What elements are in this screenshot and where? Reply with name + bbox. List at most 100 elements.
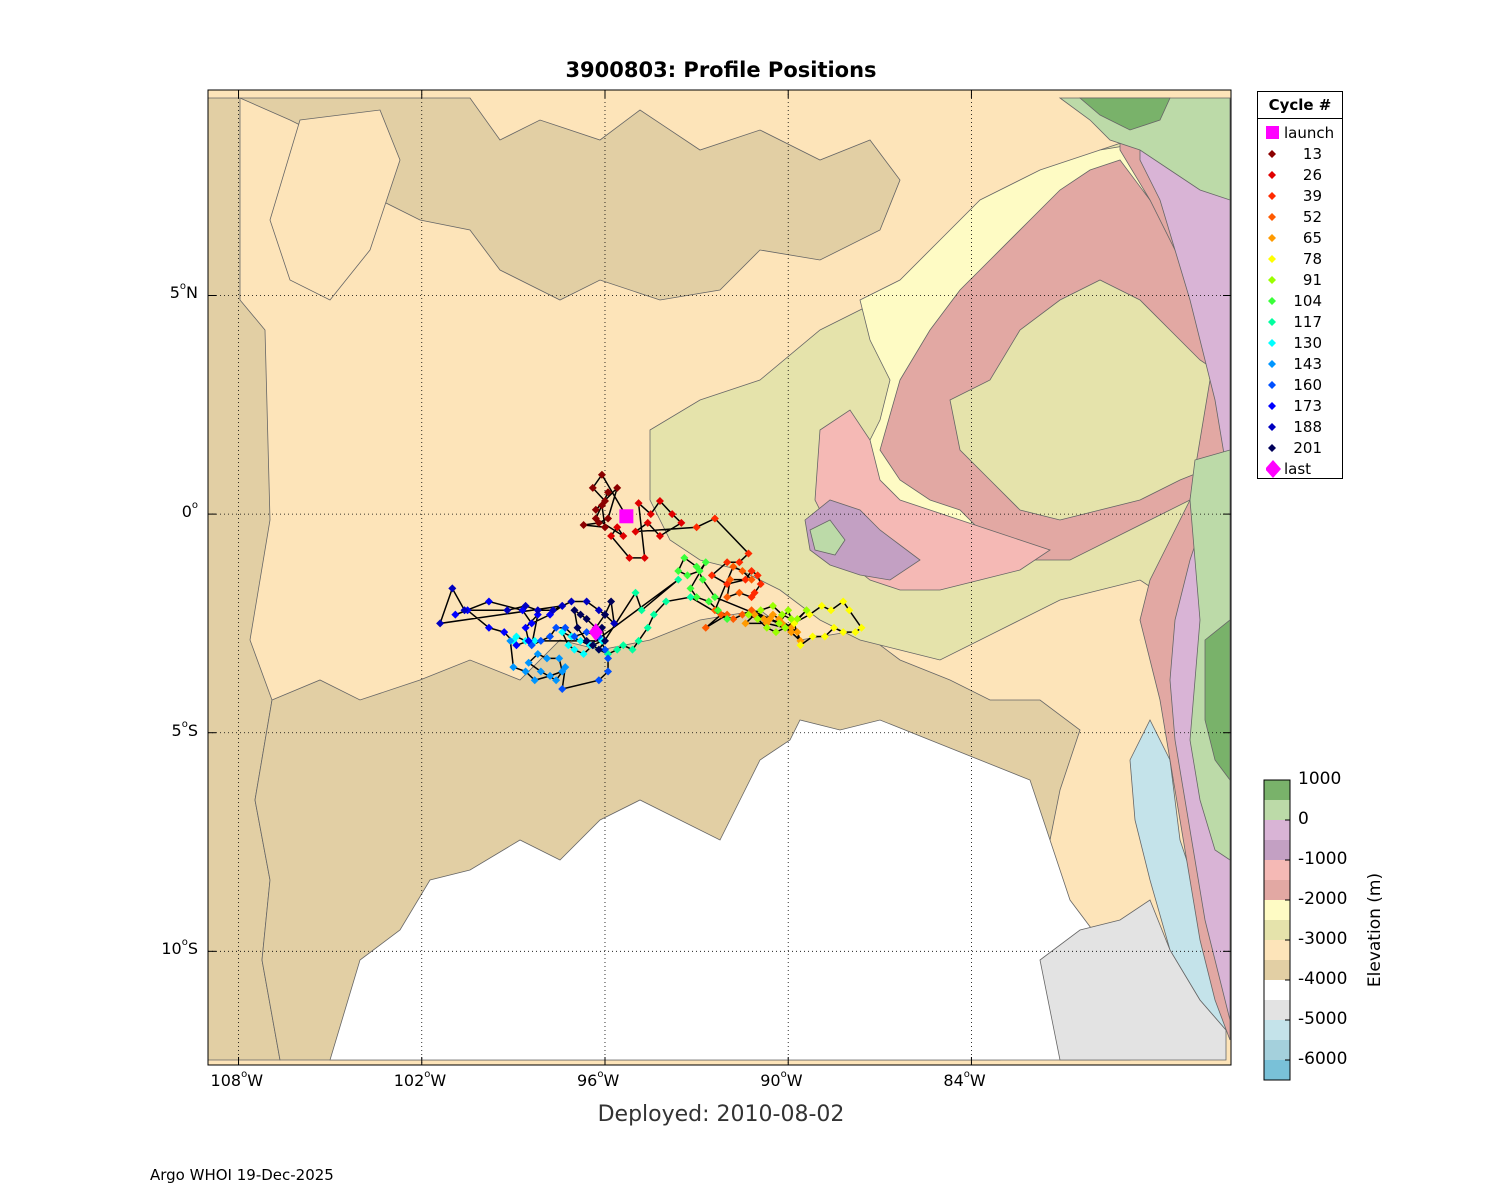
plot-frame xyxy=(207,89,1232,1066)
legend-cycle-label: 173 xyxy=(1293,397,1322,415)
profile-point-104 xyxy=(723,615,732,624)
profile-point-65 xyxy=(793,628,802,637)
profile-point-188 xyxy=(610,619,619,628)
legend-cycle-label: 65 xyxy=(1302,229,1322,247)
legend-cycle-label: 130 xyxy=(1293,334,1322,352)
colorbar-segment xyxy=(1264,980,1290,1000)
profile-point-65 xyxy=(787,628,796,637)
profile-point-201 xyxy=(573,623,582,632)
profile-point-130 xyxy=(576,636,585,645)
profile-point-201 xyxy=(594,645,603,654)
bathy-deep-central-north xyxy=(239,97,901,301)
footer-credit: Argo WHOI 19-Dec-2025 xyxy=(150,1166,334,1184)
profile-point-173 xyxy=(533,610,542,619)
profile-point-188 xyxy=(594,606,603,615)
profile-point-13 xyxy=(600,523,609,532)
profile-point-117 xyxy=(634,636,643,645)
grid-lines xyxy=(208,90,1231,1065)
profile-point-78 xyxy=(817,601,826,610)
legend-cycle-label: 26 xyxy=(1302,166,1322,184)
land-green-dark-south xyxy=(1204,619,1231,782)
colorbar xyxy=(1263,779,1291,1081)
profile-point-160 xyxy=(570,632,579,641)
profile-point-26 xyxy=(613,523,622,532)
profile-point-117 xyxy=(628,645,637,654)
profile-point-65 xyxy=(796,636,805,645)
colorbar-tick-label: -6000 xyxy=(1298,1049,1348,1069)
profile-point-65 xyxy=(741,619,750,628)
profile-point-143 xyxy=(509,663,518,672)
colorbar-segment xyxy=(1264,1020,1290,1040)
profile-point-91 xyxy=(775,619,784,628)
profile-point-78 xyxy=(851,628,860,637)
profile-point-39 xyxy=(756,580,765,589)
profile-point-39 xyxy=(692,523,701,532)
colorbar-tick-label: 0 xyxy=(1298,809,1309,829)
profile-point-173 xyxy=(484,597,493,606)
profile-point-104 xyxy=(680,553,689,562)
cycle-diamond-icon xyxy=(1268,150,1276,158)
cycle-diamond-icon xyxy=(1268,444,1276,452)
deployed-label: Deployed: 2010-08-02 xyxy=(597,1102,845,1127)
cycle-diamond-icon xyxy=(1268,402,1276,410)
profile-point-104 xyxy=(695,566,704,575)
colorbar-segment xyxy=(1264,1000,1290,1020)
profile-point-173 xyxy=(484,623,493,632)
profile-point-117 xyxy=(686,593,695,602)
colorbar-segment xyxy=(1264,880,1290,900)
profile-point-13 xyxy=(597,470,606,479)
profile-point-78 xyxy=(839,597,848,606)
last-marker xyxy=(588,623,603,642)
plot-title: 3900803: Profile Positions xyxy=(565,58,877,82)
legend-cycle-label: 39 xyxy=(1302,187,1322,205)
legend-item-cycle: 143 xyxy=(1258,354,1342,375)
profile-point-143 xyxy=(546,671,555,680)
bathy-galapagos-purple xyxy=(804,499,921,581)
profile-point-160 xyxy=(536,636,545,645)
legend-item-cycle: 173 xyxy=(1258,396,1342,417)
colorbar-segment xyxy=(1264,960,1290,980)
profile-point-39 xyxy=(735,558,744,567)
profile-point-104 xyxy=(713,606,722,615)
legend-label-launch: launch xyxy=(1284,124,1335,142)
profile-point-91 xyxy=(787,615,796,624)
profile-point-52 xyxy=(738,610,747,619)
profile-point-13 xyxy=(604,514,613,523)
cycle-diamond-icon xyxy=(1268,381,1276,389)
profile-point-65 xyxy=(762,619,771,628)
profile-point-78 xyxy=(796,641,805,650)
profile-point-201 xyxy=(607,597,616,606)
profile-point-91 xyxy=(744,610,753,619)
legend-item-cycle: 104 xyxy=(1258,291,1342,312)
profile-point-188 xyxy=(448,584,457,593)
colorbar-tick-label: -1000 xyxy=(1298,849,1348,869)
profile-point-201 xyxy=(600,636,609,645)
profile-point-78 xyxy=(830,623,839,632)
profile-point-173 xyxy=(524,636,533,645)
profile-point-117 xyxy=(674,575,683,584)
profile-point-117 xyxy=(643,623,652,632)
land-green-dark-north xyxy=(1078,97,1171,131)
profile-point-65 xyxy=(768,610,777,619)
legend-cycle-list: 13 26 39 52 65 78 91 104 117 130 143 160 173 188 201 xyxy=(1258,144,1342,459)
profile-point-173 xyxy=(527,619,536,628)
colorbar-segment xyxy=(1264,1060,1290,1080)
y-tick-label: 5oN xyxy=(169,281,198,303)
profile-point-143 xyxy=(533,650,542,659)
profile-point-117 xyxy=(662,597,671,606)
profile-point-188 xyxy=(549,606,558,615)
bathymetry-layer xyxy=(208,97,1231,1061)
cycle-diamond-icon xyxy=(1268,423,1276,431)
cycle-diamond-icon xyxy=(1268,192,1276,200)
colorbar-segment xyxy=(1264,860,1290,880)
profile-point-26 xyxy=(643,518,652,527)
profile-point-143 xyxy=(521,667,530,676)
colorbar-segment xyxy=(1264,920,1290,940)
profile-point-104 xyxy=(692,593,701,602)
profile-point-78 xyxy=(857,623,866,632)
colorbar-tick-label: 1000 xyxy=(1298,769,1342,789)
profile-point-26 xyxy=(631,527,640,536)
profile-point-188 xyxy=(521,601,530,610)
profile-point-143 xyxy=(555,654,564,663)
